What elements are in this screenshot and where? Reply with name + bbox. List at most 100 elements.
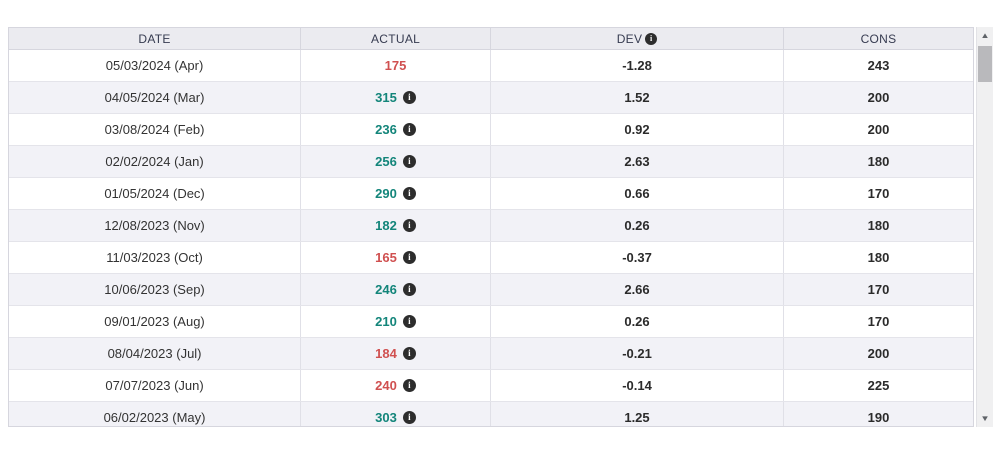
- info-icon[interactable]: i: [402, 411, 416, 424]
- actual-cell: 182 i: [301, 210, 491, 241]
- table-row[interactable]: 04/05/2024 (Mar) 315 i 1.52 200: [9, 82, 973, 114]
- date-cell: 07/07/2023 (Jun): [9, 370, 302, 401]
- table-row[interactable]: 08/04/2023 (Jul) 184 i -0.21 200: [9, 338, 973, 370]
- actual-cell: 184 i: [301, 338, 491, 369]
- actual-cell: 315 i: [301, 82, 491, 113]
- info-icon[interactable]: i: [402, 91, 416, 104]
- dev-cell: -0.37: [491, 242, 785, 273]
- actual-value: 240: [375, 378, 397, 393]
- actual-value: 175: [384, 58, 407, 73]
- cons-cell: 180: [867, 154, 890, 169]
- date-cell: 05/03/2024 (Apr): [9, 50, 302, 81]
- table-row[interactable]: 03/08/2024 (Feb) 236 i 0.92 200: [9, 114, 973, 146]
- info-icon[interactable]: i: [402, 123, 416, 136]
- table-row[interactable]: 05/03/2024 (Apr) 175 -1.28 243: [9, 50, 973, 82]
- actual-cell: 246 i: [301, 274, 491, 305]
- info-icon[interactable]: i: [402, 155, 416, 168]
- scroll-up-button[interactable]: ▲: [977, 27, 993, 44]
- economic-calendar-history-widget: DATE ACTUAL DEV i CONS 05/03/2024 (Apr) …: [8, 27, 993, 427]
- table-header-row: DATE ACTUAL DEV i CONS: [9, 28, 973, 50]
- cons-cell: 190: [867, 410, 890, 425]
- info-icon[interactable]: i: [402, 347, 416, 360]
- info-icon[interactable]: i: [402, 251, 416, 264]
- column-header-date: DATE: [9, 28, 302, 49]
- table-row[interactable]: 06/02/2023 (May) 303 i 1.25 190: [9, 402, 973, 426]
- table-row[interactable]: 09/01/2023 (Aug) 210 i 0.26 170: [9, 306, 973, 338]
- actual-value: 246: [375, 282, 397, 297]
- date-cell: 11/03/2023 (Oct): [9, 242, 302, 273]
- cons-cell: 200: [867, 122, 890, 137]
- actual-cell: 210 i: [301, 306, 491, 337]
- actual-cell: 290 i: [301, 178, 491, 209]
- column-header-label: CONS: [860, 31, 897, 46]
- info-icon[interactable]: i: [645, 32, 658, 45]
- dev-cell: 1.52: [491, 82, 785, 113]
- info-icon[interactable]: i: [402, 379, 416, 392]
- vertical-scrollbar[interactable]: ▲ ▼: [976, 27, 993, 427]
- info-icon[interactable]: i: [402, 315, 416, 328]
- actual-value: 315: [375, 90, 397, 105]
- cons-cell: 243: [867, 58, 890, 73]
- dev-cell: 2.66: [491, 274, 785, 305]
- date-cell: 09/01/2023 (Aug): [9, 306, 302, 337]
- dev-cell: 0.66: [491, 178, 785, 209]
- dev-cell: 2.63: [491, 146, 785, 177]
- actual-cell: 303 i: [301, 402, 491, 426]
- actual-cell: 256 i: [301, 146, 491, 177]
- cons-cell: 180: [867, 250, 890, 265]
- column-header-label: ACTUAL: [370, 31, 421, 46]
- actual-cell: 165 i: [301, 242, 491, 273]
- info-icon[interactable]: i: [402, 219, 416, 232]
- actual-value: 182: [375, 218, 397, 233]
- scroll-down-button[interactable]: ▼: [977, 410, 993, 427]
- table-row[interactable]: 01/05/2024 (Dec) 290 i 0.66 170: [9, 178, 973, 210]
- actual-value: 165: [375, 250, 397, 265]
- actual-value: 184: [375, 346, 397, 361]
- actual-value: 210: [375, 314, 397, 329]
- actual-value: 290: [375, 186, 397, 201]
- table-row[interactable]: 02/02/2024 (Jan) 256 i 2.63 180: [9, 146, 973, 178]
- dev-cell: 0.26: [491, 210, 785, 241]
- column-header-dev: DEV i: [491, 28, 785, 49]
- table-row[interactable]: 12/08/2023 (Nov) 182 i 0.26 180: [9, 210, 973, 242]
- triangle-down-icon: ▼: [980, 413, 990, 423]
- cons-cell: 180: [867, 218, 890, 233]
- column-header-actual: ACTUAL: [301, 28, 491, 49]
- dev-cell: -1.28: [491, 50, 785, 81]
- actual-cell: 175: [301, 50, 491, 81]
- date-cell: 12/08/2023 (Nov): [9, 210, 302, 241]
- date-cell: 06/02/2023 (May): [9, 402, 302, 426]
- table-row[interactable]: 11/03/2023 (Oct) 165 i -0.37 180: [9, 242, 973, 274]
- cons-cell: 170: [867, 186, 890, 201]
- dev-cell: 0.26: [491, 306, 785, 337]
- date-cell: 03/08/2024 (Feb): [9, 114, 302, 145]
- cons-cell: 170: [867, 314, 890, 329]
- column-header-label: DATE: [138, 31, 171, 46]
- table-row[interactable]: 10/06/2023 (Sep) 246 i 2.66 170: [9, 274, 973, 306]
- actual-value: 303: [375, 410, 397, 425]
- date-cell: 10/06/2023 (Sep): [9, 274, 302, 305]
- table-row[interactable]: 07/07/2023 (Jun) 240 i -0.14 225: [9, 370, 973, 402]
- actual-value: 236: [375, 122, 397, 137]
- cons-cell: 200: [867, 90, 890, 105]
- table-body: 05/03/2024 (Apr) 175 -1.28 243 04/05/202…: [9, 50, 973, 426]
- dev-cell: -0.14: [491, 370, 785, 401]
- history-table: DATE ACTUAL DEV i CONS 05/03/2024 (Apr) …: [8, 27, 974, 427]
- dev-cell: 0.92: [491, 114, 785, 145]
- actual-cell: 236 i: [301, 114, 491, 145]
- cons-cell: 200: [867, 346, 890, 361]
- triangle-up-icon: ▲: [980, 30, 990, 40]
- date-cell: 02/02/2024 (Jan): [9, 146, 302, 177]
- date-cell: 04/05/2024 (Mar): [9, 82, 302, 113]
- info-icon[interactable]: i: [402, 283, 416, 296]
- info-icon[interactable]: i: [402, 187, 416, 200]
- cons-cell: 170: [867, 282, 890, 297]
- scrollbar-thumb[interactable]: [978, 46, 992, 82]
- date-cell: 01/05/2024 (Dec): [9, 178, 302, 209]
- cons-cell: 225: [867, 378, 890, 393]
- dev-cell: 1.25: [491, 402, 785, 426]
- actual-cell: 240 i: [301, 370, 491, 401]
- date-cell: 08/04/2023 (Jul): [9, 338, 302, 369]
- actual-value: 256: [375, 154, 397, 169]
- dev-cell: -0.21: [491, 338, 785, 369]
